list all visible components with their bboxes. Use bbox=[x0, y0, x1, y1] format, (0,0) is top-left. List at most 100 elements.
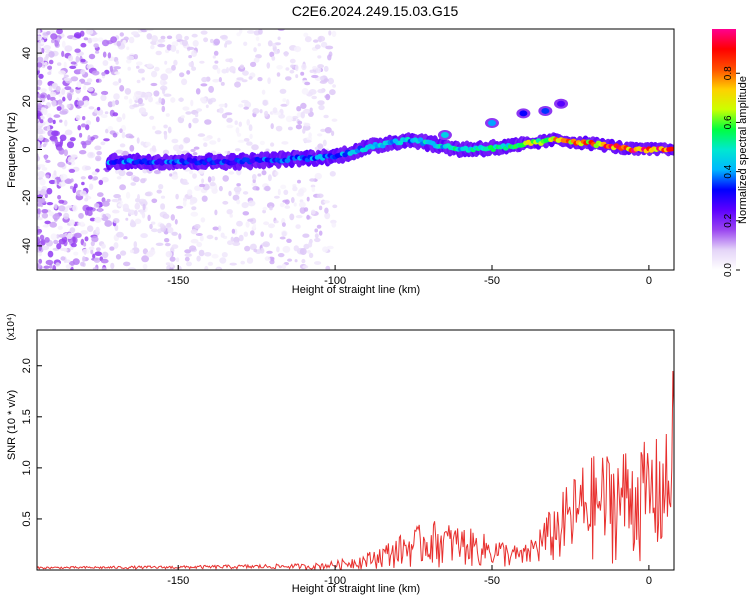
noise-cell bbox=[80, 42, 87, 48]
noise-cell bbox=[304, 36, 312, 43]
noise-cell bbox=[64, 86, 72, 91]
noise-cell bbox=[274, 195, 280, 199]
noise-cell bbox=[123, 36, 129, 41]
x-tick-label: -100 bbox=[324, 575, 346, 587]
noise-cell bbox=[241, 202, 249, 209]
noise-cell bbox=[217, 225, 222, 232]
noise-cell bbox=[44, 193, 48, 199]
noise-cell bbox=[47, 250, 54, 258]
noise-cell bbox=[285, 76, 292, 81]
x-tick-label: -50 bbox=[484, 275, 500, 287]
noise-cell bbox=[85, 206, 94, 211]
noise-cell bbox=[231, 228, 236, 234]
noise-cell bbox=[252, 174, 257, 180]
noise-cell bbox=[140, 141, 145, 146]
noise-cell bbox=[327, 54, 332, 61]
noise-cell bbox=[123, 261, 131, 267]
noise-cell bbox=[269, 206, 273, 211]
noise-cell bbox=[142, 263, 148, 270]
noise-cell bbox=[194, 224, 201, 229]
noise-cell bbox=[37, 231, 41, 235]
noise-cell bbox=[157, 43, 166, 48]
noise-cell bbox=[163, 133, 168, 140]
noise-cell bbox=[246, 119, 250, 126]
noise-cell bbox=[112, 112, 119, 117]
noise-cell bbox=[284, 199, 290, 205]
noise-cell bbox=[329, 171, 336, 177]
noise-cell bbox=[261, 89, 266, 95]
noise-cell bbox=[192, 117, 199, 124]
noise-cell bbox=[136, 79, 141, 84]
noise-cell bbox=[119, 32, 125, 37]
noise-cell bbox=[210, 38, 214, 44]
noise-cell bbox=[107, 101, 114, 108]
noise-cell bbox=[67, 232, 73, 240]
noise-cell bbox=[286, 238, 292, 243]
noise-cell bbox=[145, 29, 154, 32]
noise-cell bbox=[88, 53, 96, 60]
noise-cell bbox=[236, 132, 242, 137]
noise-cell bbox=[154, 130, 162, 135]
noise-cell bbox=[238, 121, 242, 127]
noise-cell bbox=[214, 236, 218, 241]
noise-cell bbox=[262, 99, 268, 106]
noise-cell bbox=[292, 186, 298, 192]
noise-cell bbox=[282, 98, 287, 103]
noise-cell bbox=[37, 118, 40, 123]
noise-cell bbox=[55, 85, 61, 93]
noise-cell bbox=[63, 149, 68, 157]
noise-cell bbox=[69, 185, 74, 190]
noise-cell bbox=[78, 212, 84, 219]
spectrogram-heatmap bbox=[37, 29, 674, 270]
noise-cell bbox=[206, 234, 214, 240]
noise-cell bbox=[332, 204, 338, 209]
noise-cell bbox=[147, 214, 151, 221]
noise-cell bbox=[145, 141, 151, 147]
noise-cell bbox=[95, 168, 100, 173]
noise-cell bbox=[150, 82, 158, 87]
noise-cell bbox=[209, 182, 216, 187]
noise-cell bbox=[270, 258, 275, 262]
noise-cell bbox=[129, 249, 135, 254]
noise-cell bbox=[252, 178, 256, 184]
noise-cell bbox=[184, 256, 190, 262]
noise-cell bbox=[40, 239, 46, 246]
noise-cell bbox=[218, 107, 224, 114]
noise-cell bbox=[270, 142, 275, 147]
noise-cell bbox=[127, 267, 136, 270]
noise-cell bbox=[251, 144, 259, 151]
branch-cell bbox=[557, 100, 566, 107]
noise-cell bbox=[83, 242, 87, 247]
noise-cell bbox=[37, 62, 43, 68]
noise-cell bbox=[220, 81, 225, 86]
noise-cell bbox=[218, 103, 226, 107]
noise-cell bbox=[134, 209, 138, 217]
noise-cell bbox=[325, 93, 331, 101]
noise-cell bbox=[86, 78, 93, 83]
noise-cell bbox=[184, 35, 190, 41]
noise-cell bbox=[259, 140, 265, 146]
noise-cell bbox=[43, 44, 51, 51]
noise-cell bbox=[61, 50, 65, 58]
noise-cell bbox=[70, 178, 74, 183]
noise-cell bbox=[52, 213, 60, 220]
noise-cell bbox=[82, 116, 86, 121]
noise-cell bbox=[169, 262, 174, 268]
noise-cell bbox=[102, 214, 107, 219]
noise-cell bbox=[95, 78, 100, 83]
noise-cell bbox=[54, 138, 59, 144]
noise-cell bbox=[163, 93, 172, 97]
noise-cell bbox=[163, 81, 168, 85]
noise-cell bbox=[276, 246, 280, 253]
snr-panel: -150 -100 -50 0 0.5 1.0 1.5 2.0 Height of stra… bbox=[6, 313, 675, 595]
noise-cell bbox=[112, 81, 120, 86]
noise-cell bbox=[137, 98, 143, 105]
noise-cell bbox=[92, 267, 98, 270]
noise-cell bbox=[184, 253, 192, 257]
noise-cell bbox=[299, 248, 307, 255]
noise-cell bbox=[272, 43, 277, 48]
noise-cell bbox=[251, 182, 257, 187]
noise-cell bbox=[154, 66, 160, 72]
noise-cell bbox=[324, 207, 329, 214]
noise-cell bbox=[119, 143, 126, 148]
